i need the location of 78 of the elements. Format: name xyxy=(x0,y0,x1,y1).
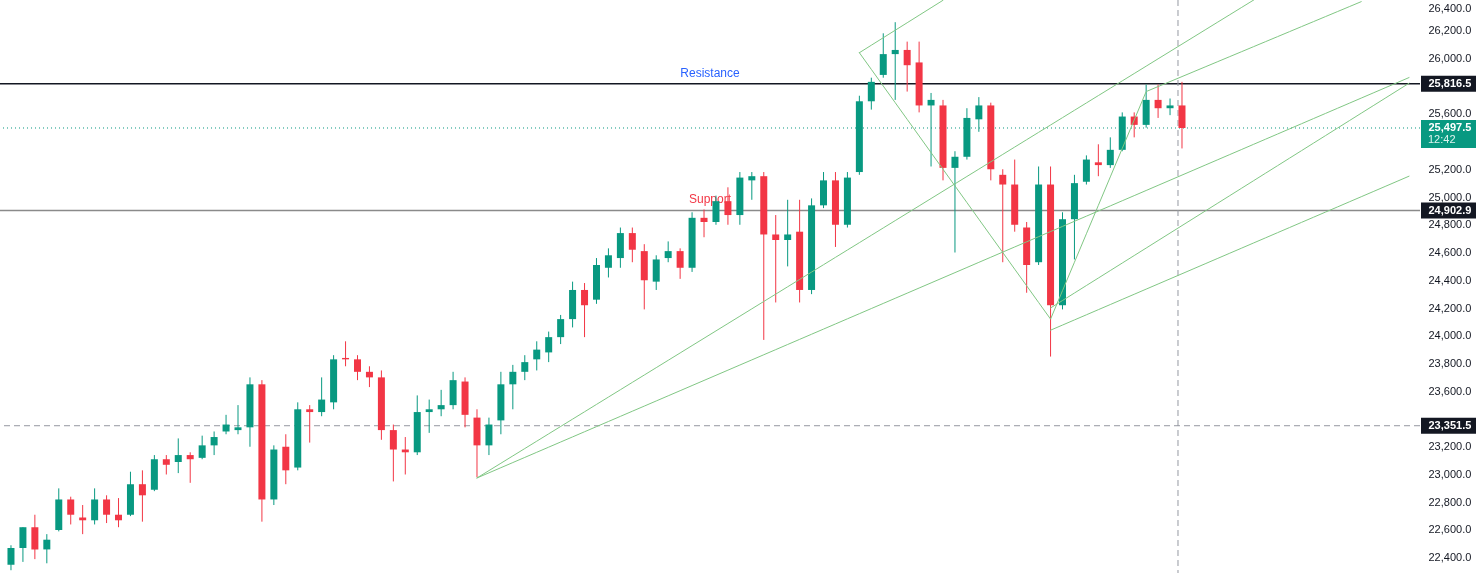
y-tick-label: 22,400.0 xyxy=(1428,551,1472,564)
candlestick xyxy=(509,364,517,410)
candlestick xyxy=(891,21,899,101)
candlestick xyxy=(927,92,935,167)
candlestick xyxy=(43,533,51,564)
y-tick-label: 25,000.0 xyxy=(1428,190,1472,203)
y-tick-label: 22,800.0 xyxy=(1428,495,1472,508)
candlestick xyxy=(115,497,123,528)
candlestick xyxy=(210,430,218,456)
candlestick xyxy=(67,496,75,525)
candlestick xyxy=(389,424,397,482)
candlestick xyxy=(867,77,875,111)
y-tick-label: 25,600.0 xyxy=(1428,107,1472,120)
candlestick xyxy=(31,514,39,560)
candlestick xyxy=(581,282,589,338)
candlestick xyxy=(425,399,433,434)
y-tick-label: 25,200.0 xyxy=(1428,162,1472,175)
y-tick-label: 22,600.0 xyxy=(1428,523,1472,536)
y-tick-label: 24,902.9 xyxy=(1428,203,1472,216)
candlestick xyxy=(879,32,887,79)
candlestick xyxy=(162,454,170,475)
candlestick xyxy=(1166,98,1174,116)
candlestick xyxy=(1178,81,1186,149)
candlestick xyxy=(533,340,541,371)
y-tick-label: 23,600.0 xyxy=(1428,384,1472,397)
candlestick xyxy=(748,171,756,201)
y-tick-label: 24,400.0 xyxy=(1428,273,1472,286)
candlestick xyxy=(306,404,314,444)
candlestick xyxy=(1082,154,1090,186)
candlestick xyxy=(234,404,242,435)
candlestick xyxy=(91,487,99,525)
candlestick xyxy=(772,214,780,303)
candlestick xyxy=(628,227,636,263)
line-series xyxy=(1050,175,1410,331)
candlestick xyxy=(700,209,708,238)
candlestick xyxy=(975,96,983,133)
y-tick-label: 26,400.0 xyxy=(1428,2,1472,15)
candlestick xyxy=(365,365,373,388)
y-tick-label: 23,000.0 xyxy=(1428,467,1472,480)
candlestick xyxy=(521,354,529,381)
candlestick xyxy=(318,376,326,417)
y-tick-label: 25,816.5 xyxy=(1428,77,1472,90)
y-tick-label: 25,497.5 xyxy=(1428,121,1472,134)
candlestick xyxy=(604,247,612,278)
candlestick xyxy=(557,314,565,345)
y-tick-label: 26,200.0 xyxy=(1428,24,1472,37)
candlestick xyxy=(485,417,493,456)
candlestick xyxy=(282,433,290,485)
candlestick xyxy=(999,168,1007,263)
candlestick xyxy=(354,354,361,381)
candlestick xyxy=(7,544,15,571)
y-tick-label: 23,800.0 xyxy=(1428,357,1472,369)
candlestick xyxy=(903,41,911,93)
candlestick xyxy=(1106,136,1114,169)
candlestick xyxy=(652,254,660,291)
y-tick-label: 24,600.0 xyxy=(1428,246,1472,259)
candlestick xyxy=(676,247,684,280)
y-tick-label: 24,000.0 xyxy=(1428,329,1472,342)
candlestick xyxy=(174,437,182,474)
candlestick xyxy=(437,389,445,417)
y-tick-label: 23,351.5 xyxy=(1428,419,1472,432)
candlestick xyxy=(951,150,959,254)
ref-line-label: Resistance xyxy=(680,65,740,80)
candlestick xyxy=(138,469,146,523)
candlestick xyxy=(19,526,27,563)
candlestick xyxy=(664,240,672,263)
text: 12:42 xyxy=(1428,132,1456,145)
y-tick-label: 26,000.0 xyxy=(1428,51,1472,64)
candlestick xyxy=(1154,84,1162,119)
candlestick xyxy=(198,435,206,460)
candlestick xyxy=(784,199,792,267)
y-tick-label: 24,200.0 xyxy=(1428,301,1472,314)
candlestick xyxy=(1094,143,1102,177)
candlestick xyxy=(186,451,194,484)
candlestick xyxy=(545,331,553,363)
y-tick-label: 23,200.0 xyxy=(1428,440,1472,453)
candlestick xyxy=(103,494,111,524)
y-tick-label: 24,800.0 xyxy=(1428,218,1472,231)
